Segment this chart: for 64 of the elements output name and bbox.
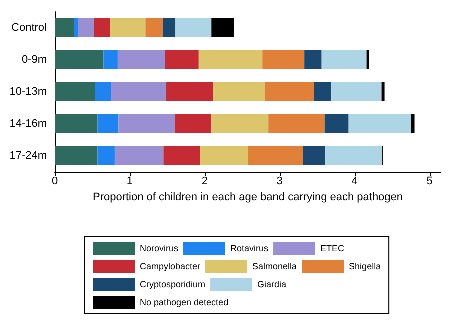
bar	[198, 50, 263, 70]
y-tick-label: 10-13m	[10, 86, 47, 98]
bar	[111, 82, 166, 102]
bar	[162, 18, 176, 38]
bar	[78, 18, 94, 38]
bar	[55, 50, 104, 70]
bar	[212, 18, 234, 38]
legend-label: Norovirus	[140, 244, 180, 254]
bar	[166, 82, 214, 102]
x-tick-label: 2	[202, 176, 208, 188]
bar	[98, 146, 115, 166]
x-tick-label: 4	[352, 176, 358, 188]
bar	[326, 146, 383, 166]
bar	[94, 18, 110, 38]
bar	[98, 114, 119, 134]
bar	[118, 50, 166, 70]
bar	[248, 146, 304, 166]
bar	[264, 82, 314, 102]
bar	[324, 114, 349, 134]
bar	[303, 146, 326, 166]
legend-label: Salmonella	[252, 262, 298, 272]
bar	[382, 82, 385, 102]
bar	[262, 50, 305, 70]
bar	[55, 146, 98, 166]
bar	[314, 82, 332, 102]
bar	[164, 146, 200, 166]
bar	[55, 114, 98, 134]
legend-label: Rotavirus	[230, 244, 270, 254]
x-tick-label: 3	[276, 176, 283, 188]
bar	[268, 114, 325, 134]
bar	[200, 146, 248, 166]
legend-label: Campylobacter	[140, 262, 201, 272]
legend-label: Giardia	[258, 280, 287, 290]
y-tick-label: 0-9m	[22, 54, 47, 66]
bar	[165, 50, 199, 70]
bar	[322, 50, 367, 70]
bar	[114, 146, 164, 166]
bar	[213, 82, 265, 102]
bar	[74, 18, 78, 38]
y-tick-label: 17-24m	[10, 150, 47, 162]
bar	[411, 114, 415, 134]
legend-label: ETEC	[320, 244, 346, 254]
y-tick-label: 14-16m	[10, 118, 47, 130]
bar	[174, 114, 212, 134]
x-tick-label: 0	[52, 176, 58, 188]
x-axis-title: Proportion of children in each age band carrying each pathogen	[92, 192, 404, 204]
bar	[212, 114, 269, 134]
bar	[95, 82, 112, 102]
x-tick-label: 1	[126, 176, 134, 188]
x-tick-label: 5	[426, 176, 433, 188]
legend-label: Shigella	[349, 262, 382, 272]
legend-label: No pathogen detected	[140, 298, 229, 308]
bar	[55, 82, 96, 102]
bar	[348, 114, 412, 134]
y-tick-label: Control	[12, 22, 47, 34]
bar	[110, 18, 146, 38]
bar	[55, 18, 74, 38]
bar	[304, 50, 322, 70]
bar	[118, 114, 175, 134]
bar	[104, 50, 118, 70]
legend-label: Cryptosporidium	[140, 280, 206, 290]
bar	[146, 18, 163, 38]
bar	[332, 82, 382, 102]
bar	[176, 18, 212, 38]
